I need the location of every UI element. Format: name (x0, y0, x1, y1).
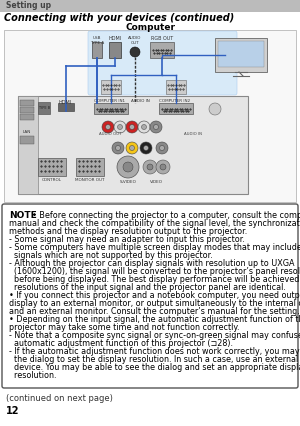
Bar (94, 103, 128, 114)
Bar (20, 136, 34, 144)
Text: MONITOR OUT: MONITOR OUT (75, 178, 105, 182)
Text: HDMI: HDMI (58, 100, 72, 105)
Text: CONTROL: CONTROL (42, 178, 62, 182)
Bar (159, 103, 193, 114)
Circle shape (102, 121, 114, 133)
Text: • Before connecting the projector to a computer, consult the computer’s: • Before connecting the projector to a c… (32, 211, 300, 220)
Text: automatic adjustment function of this projector (⊐28).: automatic adjustment function of this pr… (9, 339, 233, 348)
Text: - Some computers have multiple screen display modes that may include some: - Some computers have multiple screen di… (9, 243, 300, 252)
Circle shape (126, 121, 138, 133)
Circle shape (154, 124, 158, 130)
Bar (101, 80, 121, 94)
Text: AUDIO OUT: AUDIO OUT (99, 132, 121, 136)
FancyBboxPatch shape (88, 31, 237, 95)
Circle shape (130, 124, 134, 130)
Circle shape (156, 160, 170, 174)
Bar (4, 30, 296, 202)
Bar (58, 103, 74, 111)
Circle shape (126, 142, 138, 154)
Text: COMPUTER IN1: COMPUTER IN1 (94, 99, 125, 103)
Circle shape (114, 121, 126, 133)
Text: resolutions of the input signal and the projector panel are identical.: resolutions of the input signal and the … (9, 283, 286, 292)
Text: S-VIDEO: S-VIDEO (120, 180, 136, 184)
Bar (20, 107, 34, 113)
Bar (0, 0, 300, 12)
Text: before being displayed. The best display performance will be achieved if the: before being displayed. The best display… (9, 275, 300, 284)
Text: RGB OUT: RGB OUT (151, 36, 173, 41)
Circle shape (156, 142, 168, 154)
Text: and an external monitor. Consult the computer’s manual for the setting.: and an external monitor. Consult the com… (9, 307, 300, 316)
Text: VIDEO: VIDEO (149, 180, 163, 184)
Text: AUDIO IN: AUDIO IN (130, 99, 149, 103)
Text: TYPE B: TYPE B (38, 106, 50, 110)
Bar (92, 42, 102, 58)
Text: resolution.: resolution. (9, 371, 56, 380)
Circle shape (209, 103, 221, 115)
Circle shape (140, 142, 152, 154)
Circle shape (116, 146, 121, 150)
Text: Connecting with your devices (continued): Connecting with your devices (continued) (4, 13, 234, 23)
Circle shape (106, 124, 110, 130)
Circle shape (147, 164, 153, 170)
Text: - If the automatic adjustment function does not work correctly, you may not see: - If the automatic adjustment function d… (9, 347, 300, 356)
Circle shape (118, 124, 122, 130)
Circle shape (143, 146, 148, 150)
Text: AUDIO
OUT: AUDIO OUT (128, 36, 142, 45)
Text: signals which are not supported by this projector.: signals which are not supported by this … (9, 251, 213, 260)
Text: AUDIO IN: AUDIO IN (184, 132, 202, 136)
Text: - Note that a composite sync signal or sync-on-green signal may confuse the: - Note that a composite sync signal or s… (9, 331, 300, 340)
Text: display to an external monitor, or output simultaneously to the internal display: display to an external monitor, or outpu… (9, 299, 300, 308)
FancyBboxPatch shape (2, 204, 298, 388)
Text: LAN: LAN (23, 130, 31, 134)
Circle shape (160, 164, 166, 170)
Circle shape (138, 121, 150, 133)
Text: • Depending on the input signal, the automatic adjustment function of this: • Depending on the input signal, the aut… (9, 315, 300, 324)
Bar (150, 42, 174, 58)
Bar (18, 96, 38, 194)
Bar (215, 38, 267, 72)
Bar (218, 41, 264, 67)
Circle shape (123, 162, 133, 172)
Text: NOTE: NOTE (9, 211, 37, 220)
Text: Computer: Computer (125, 23, 175, 32)
Text: manual and check the compatibility of the signal level, the synchronization: manual and check the compatibility of th… (9, 219, 300, 228)
Text: (1600x1200), the signal will be converted to the projector’s panel resolution: (1600x1200), the signal will be converte… (9, 267, 300, 276)
Circle shape (150, 121, 162, 133)
Circle shape (130, 47, 140, 57)
Circle shape (112, 142, 124, 154)
Text: HDMI: HDMI (108, 36, 122, 41)
Bar (38, 102, 50, 114)
Text: 12: 12 (6, 406, 20, 416)
Circle shape (117, 156, 139, 178)
Circle shape (160, 146, 164, 150)
Text: • If you connect this projector and a notebook computer, you need output the: • If you connect this projector and a no… (9, 291, 300, 300)
Bar (18, 96, 248, 194)
Circle shape (143, 160, 157, 174)
Text: (continued on next page): (continued on next page) (6, 394, 113, 403)
Bar (166, 80, 186, 94)
Circle shape (130, 146, 134, 150)
Circle shape (142, 124, 146, 130)
Bar (76, 158, 104, 176)
Text: projector may take some time and not function correctly.: projector may take some time and not fun… (9, 323, 239, 332)
Text: the dialog to set the display resolution. In such a case, use an external displa: the dialog to set the display resolution… (9, 355, 300, 364)
Text: Setting up: Setting up (6, 2, 51, 11)
Bar (38, 158, 66, 176)
Bar (109, 42, 121, 58)
Bar (20, 100, 34, 106)
Text: COMPUTER IN2: COMPUTER IN2 (159, 99, 190, 103)
Text: - Although the projector can display signals with resolution up to UXGA: - Although the projector can display sig… (9, 259, 295, 268)
Text: device. You may be able to see the dialog and set an appropriate display: device. You may be able to see the dialo… (9, 363, 300, 372)
Bar (20, 114, 34, 120)
Text: methods and the display resolution output to the projector.: methods and the display resolution outpu… (9, 227, 247, 236)
Text: USB
TYPE A: USB TYPE A (90, 36, 104, 45)
Text: - Some signal may need an adapter to input this projector.: - Some signal may need an adapter to inp… (9, 235, 245, 244)
